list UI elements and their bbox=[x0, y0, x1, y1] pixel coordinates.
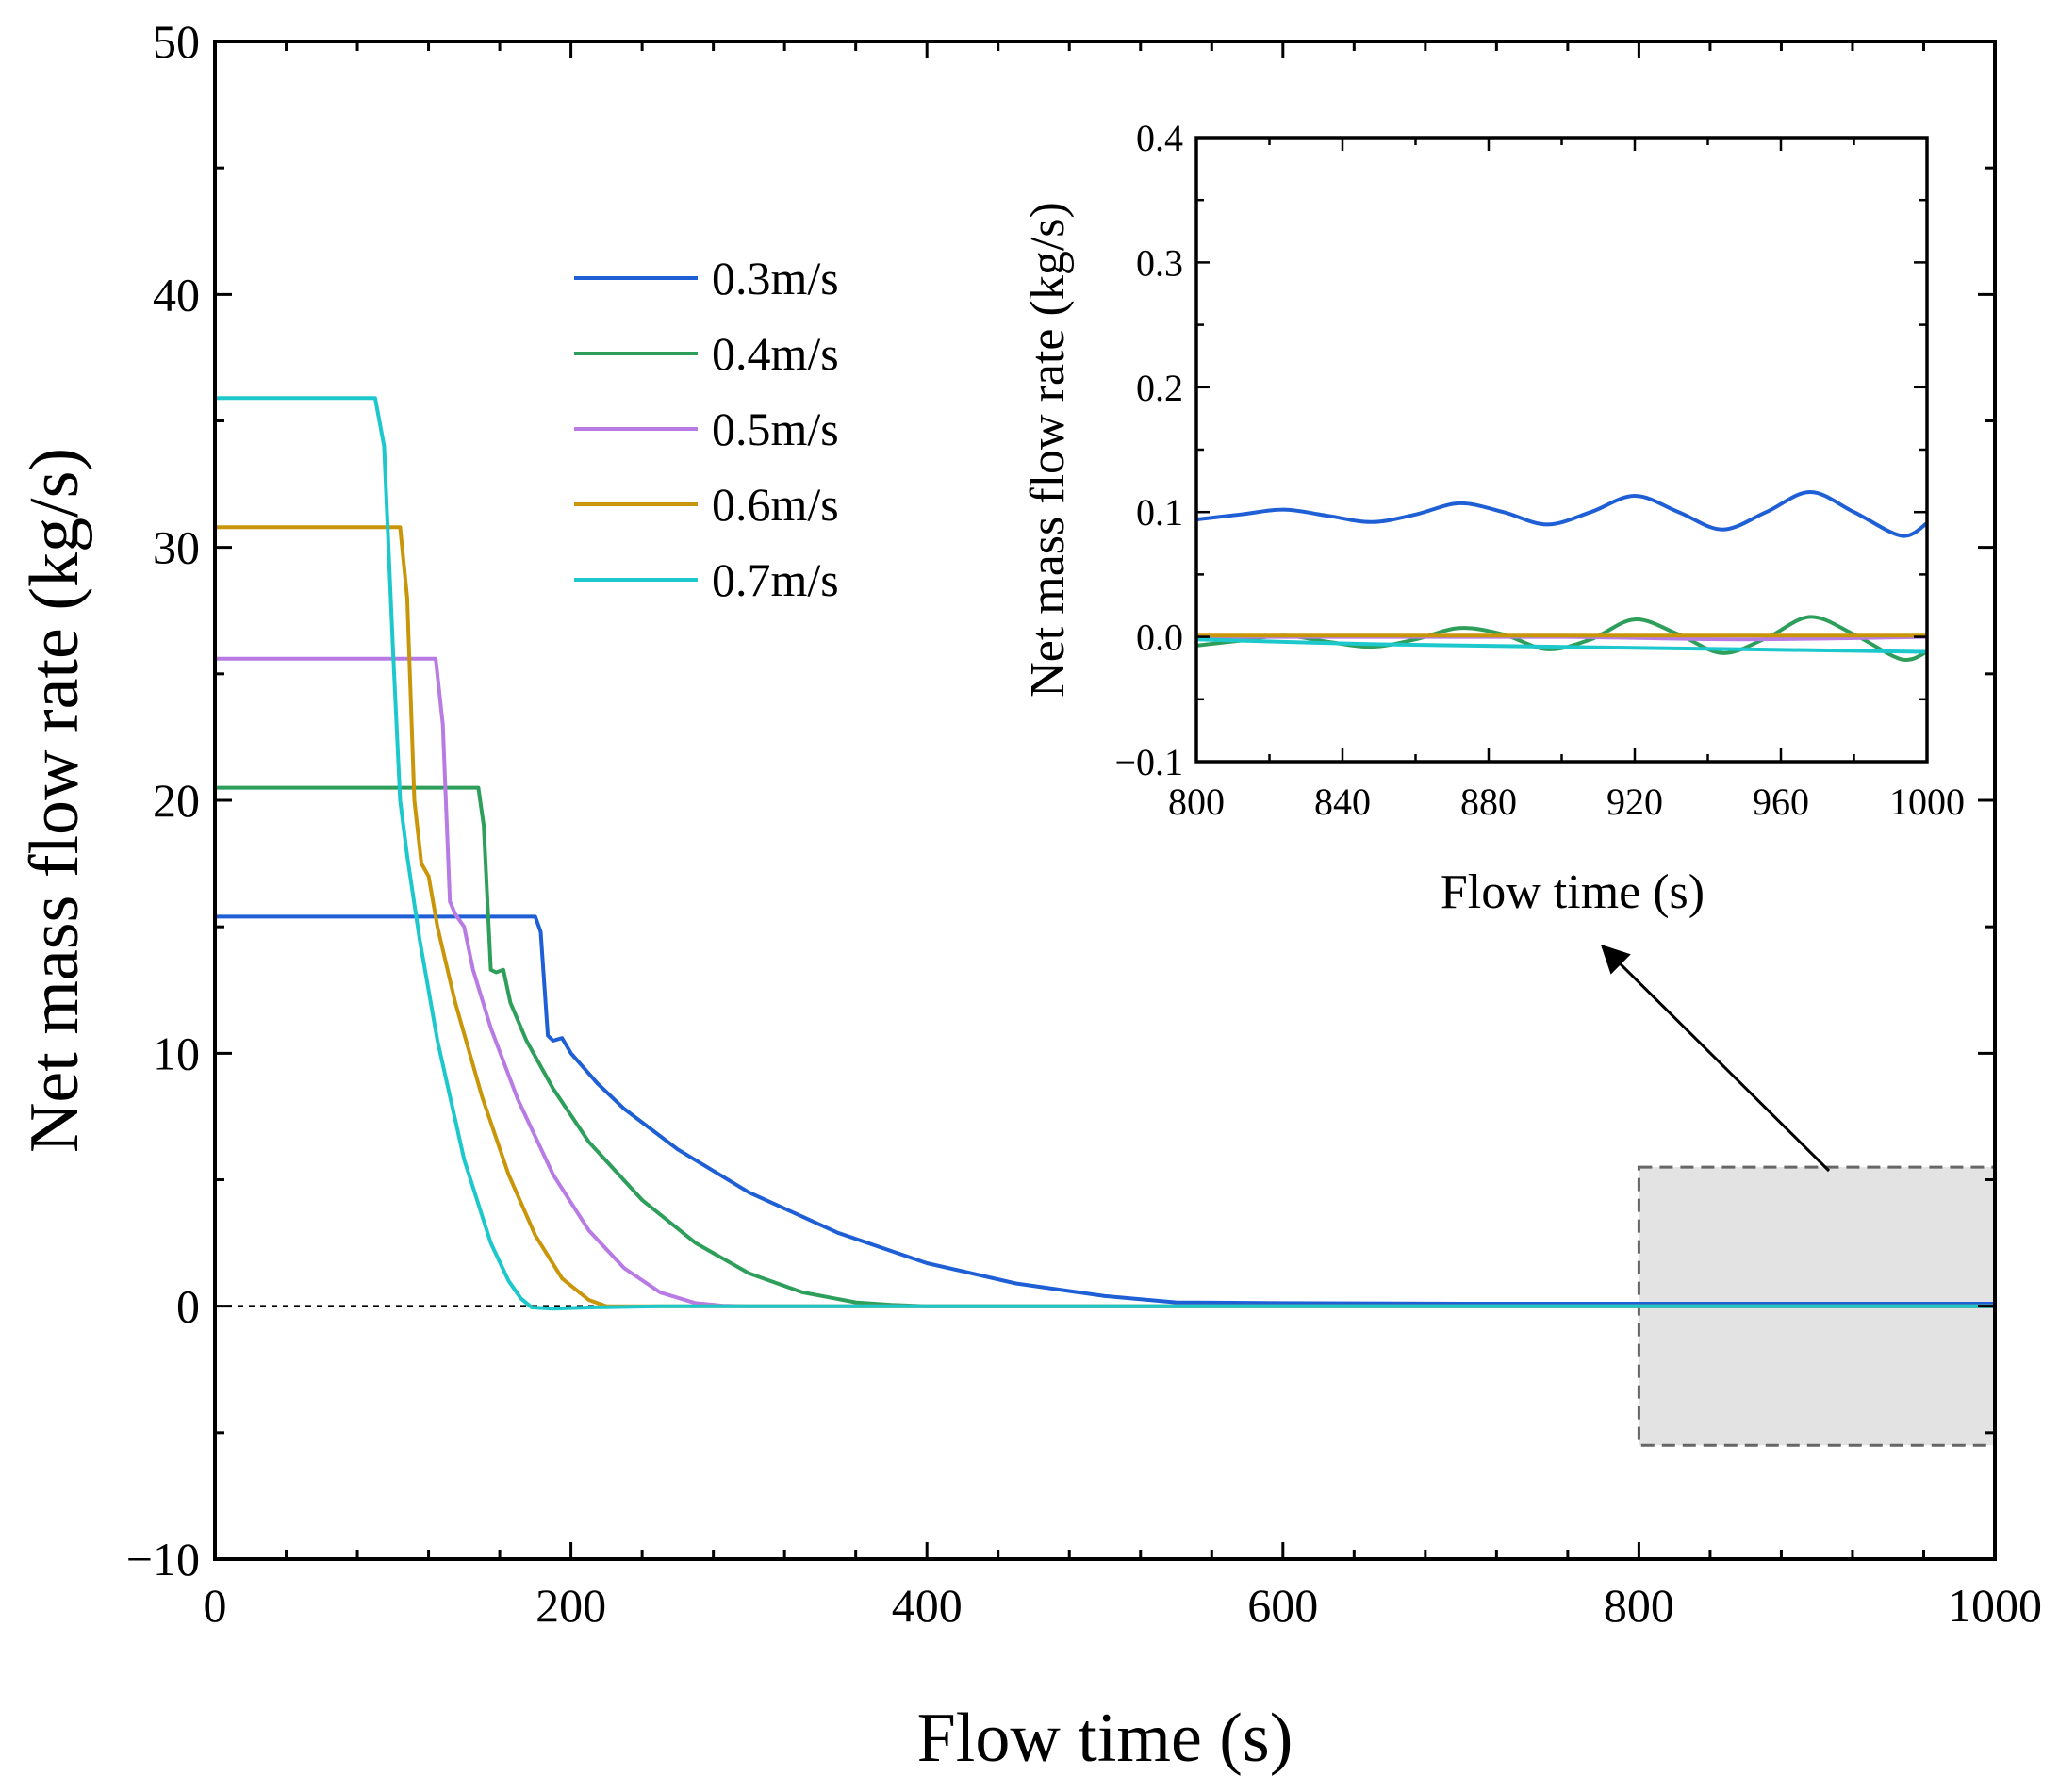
y-tick-label: 20 bbox=[153, 774, 200, 827]
series-line-0.7m/s bbox=[215, 396, 1995, 1311]
inset-y-axis-title: Net mass flow rate (kg/s) bbox=[1021, 202, 1075, 698]
inset-y-tick-label: 0.3 bbox=[1136, 241, 1183, 284]
inset-y-tick-label: 0.1 bbox=[1136, 491, 1183, 534]
x-tick-label: 200 bbox=[535, 1579, 606, 1632]
series-line-0.6m/s bbox=[215, 525, 1995, 1308]
legend-label: 0.3m/s bbox=[712, 252, 839, 304]
inset-x-tick-label: 920 bbox=[1606, 781, 1663, 823]
inset-y-tick-label: 0.2 bbox=[1136, 367, 1183, 409]
inset-x-axis-title: Flow time (s) bbox=[1441, 865, 1705, 919]
inset-x-tick-label: 960 bbox=[1753, 781, 1809, 823]
legend-label: 0.4m/s bbox=[712, 327, 839, 380]
inset-x-tick-label: 1000 bbox=[1889, 781, 1965, 823]
main-series-group bbox=[215, 396, 1995, 1311]
main-ticks bbox=[213, 40, 1997, 1561]
inset-ticks bbox=[1194, 136, 1929, 764]
x-tick-label: 0 bbox=[204, 1579, 227, 1632]
callout-arrow bbox=[1600, 944, 1831, 1173]
inset-x-tick-label: 840 bbox=[1314, 781, 1371, 823]
legend-label: 0.7m/s bbox=[712, 553, 839, 606]
inset-y-tick-label: 0.0 bbox=[1136, 617, 1183, 659]
y-axis-title: Net mass flow rate (kg/s) bbox=[16, 448, 93, 1153]
x-tick-label: 600 bbox=[1247, 1579, 1318, 1632]
x-tick-label: 400 bbox=[892, 1579, 963, 1632]
inset-series-group bbox=[1196, 489, 1927, 662]
y-tick-label: 40 bbox=[153, 268, 200, 321]
y-tick-label: 10 bbox=[153, 1027, 200, 1079]
inset-plot-frame bbox=[1194, 136, 1929, 764]
inset-series-line-0.7m/s bbox=[1196, 637, 1927, 654]
inset-tick-labels: 800 840 880 920 960 1000 −0.1 0.0 0.1 0.2 0.3 0.4 bbox=[1114, 117, 1965, 823]
x-tick-label: 1000 bbox=[1948, 1579, 2042, 1632]
y-tick-label: −10 bbox=[126, 1533, 200, 1586]
inset-series-line-0.3m/s bbox=[1196, 489, 1927, 538]
inset-x-tick-label: 880 bbox=[1460, 781, 1517, 823]
inset-y-tick-label: −0.1 bbox=[1114, 741, 1183, 783]
y-tick-label: 50 bbox=[153, 15, 200, 68]
series-line-0.3m/s bbox=[215, 914, 1995, 1306]
x-axis-title: Flow time (s) bbox=[917, 1700, 1293, 1777]
inset-y-tick-label: 0.4 bbox=[1136, 117, 1183, 159]
x-tick-label: 800 bbox=[1604, 1579, 1674, 1632]
legend-label: 0.6m/s bbox=[712, 478, 839, 531]
legend-label: 0.5m/s bbox=[712, 403, 839, 455]
legend: 0.3m/s 0.4m/s 0.5m/s 0.6m/s 0.7m/s bbox=[574, 252, 839, 606]
series-line-0.5m/s bbox=[215, 656, 1995, 1308]
y-tick-label: 0 bbox=[176, 1280, 200, 1333]
inset-x-tick-label: 800 bbox=[1168, 781, 1225, 823]
y-tick-label: 30 bbox=[153, 521, 200, 574]
